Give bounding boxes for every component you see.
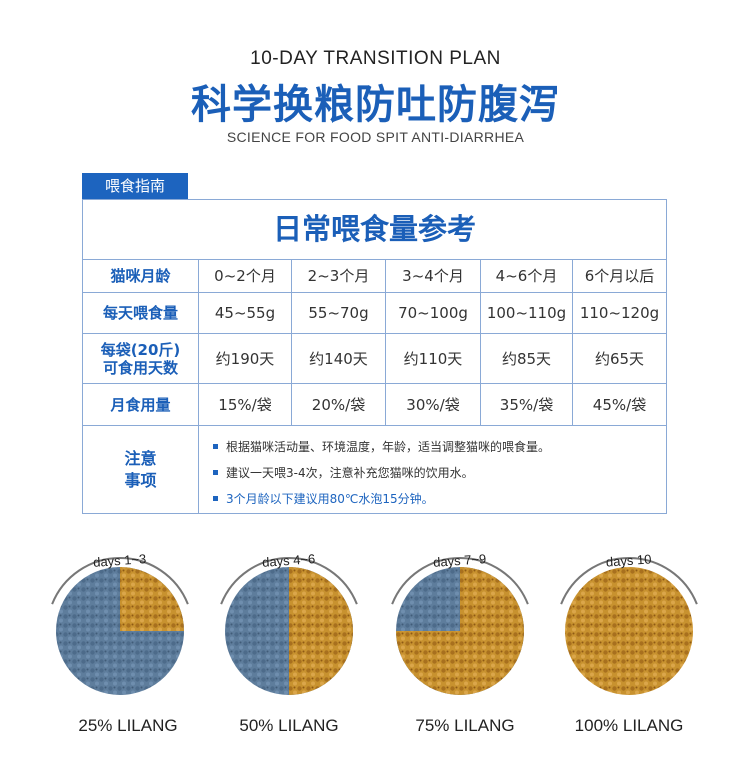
note-item: 建议一天喂3-4次，注意补充您猫咪的饮用水。 (213, 464, 474, 481)
bowl-percent-label: 25% LILANG (78, 716, 177, 735)
table-cell: 2~3个月 (292, 259, 386, 293)
bowl-arc (220, 557, 358, 605)
notes-list: 根据猫咪活动量、环境温度，年龄，适当调整猫咪的喂食量。 建议一天喂3-4次，注意… (199, 426, 666, 514)
bowl-percent-label: 75% LILANG (415, 716, 514, 735)
table-cell: 4~6个月 (481, 259, 573, 293)
header-subtitle: SCIENCE FOR FOOD SPIT ANTI-DIARRHEA (226, 129, 525, 145)
notes-label: 注意 事项 (83, 426, 199, 514)
bowl-arc (391, 557, 529, 605)
transition-bowl: days 10 100% LILANG (560, 551, 698, 735)
table-title: 日常喂食量参考 (83, 200, 666, 260)
transition-bowl: days 1~3 25% LILANG (51, 551, 189, 735)
table-cell: 100~110g (481, 293, 573, 334)
lilang-food-portion (396, 567, 524, 695)
table-cell: 110~120g (573, 293, 666, 334)
old-food-portion (565, 567, 693, 695)
bowl-arc (51, 557, 189, 605)
bowl-percent-label: 100% LILANG (575, 716, 684, 735)
table-cell: 6个月以后 (573, 259, 666, 293)
table-cell: 约140天 (292, 334, 386, 384)
table-cell: 45%/袋 (573, 384, 666, 426)
lilang-food-portion (289, 567, 353, 695)
bowl-days-label: days 4~6 (262, 551, 316, 570)
table-cell: 35%/袋 (481, 384, 573, 426)
bowl-days-label: days 1~3 (93, 551, 147, 570)
note-item: 根据猫咪活动量、环境温度，年龄，适当调整猫咪的喂食量。 (213, 438, 550, 455)
header-title-en: 10-DAY TRANSITION PLAN (250, 48, 501, 69)
transition-bowl: days 7~9 75% LILANG (391, 551, 529, 735)
bowl-days-label: days 10 (605, 551, 651, 569)
table-cell: 45~55g (199, 293, 292, 334)
row-label: 猫咪月龄 (83, 259, 199, 293)
note-item: 3个月龄以下建议用80℃水泡15分钟。 (213, 490, 434, 507)
table-cell: 约65天 (573, 334, 666, 384)
table-cell: 约190天 (199, 334, 292, 384)
bowl-percent-label: 50% LILANG (239, 716, 338, 735)
note-text: 根据猫咪活动量、环境温度，年龄，适当调整猫咪的喂食量。 (226, 440, 551, 454)
table-cell: 20%/袋 (292, 384, 386, 426)
bowl-days-label: days 7~9 (433, 551, 487, 570)
lilang-food-portion (120, 567, 184, 631)
table-cell: 15%/袋 (199, 384, 292, 426)
row-label: 每天喂食量 (83, 293, 199, 334)
bullet-icon (213, 470, 218, 475)
row-label: 每袋(20斤) 可食用天数 (83, 334, 199, 384)
table-cell: 3~4个月 (386, 259, 481, 293)
table-cell: 0~2个月 (199, 259, 292, 293)
note-text: 3个月龄以下建议用80℃水泡15分钟。 (226, 492, 434, 506)
table-cell: 55~70g (292, 293, 386, 334)
feeding-guide-tag: 喂食指南 (82, 173, 188, 200)
bullet-icon (213, 496, 218, 501)
transition-bowl: days 4~6 50% LILANG (220, 551, 358, 735)
feeding-table: 日常喂食量参考 猫咪月龄 0~2个月 2~3个月 3~4个月 4~6个月 6个月以后每天喂… (82, 199, 667, 514)
table-cell: 约110天 (386, 334, 481, 384)
header-title-cn: 科学换粮防吐防腹泻 (191, 82, 560, 128)
bowl-arc (560, 557, 698, 605)
row-label: 月食用量 (83, 384, 199, 426)
table-cell: 70~100g (386, 293, 481, 334)
bullet-icon (213, 444, 218, 449)
table-cell: 约85天 (481, 334, 573, 384)
note-text: 建议一天喂3-4次，注意补充您猫咪的饮用水。 (226, 466, 474, 480)
table-cell: 30%/袋 (386, 384, 481, 426)
